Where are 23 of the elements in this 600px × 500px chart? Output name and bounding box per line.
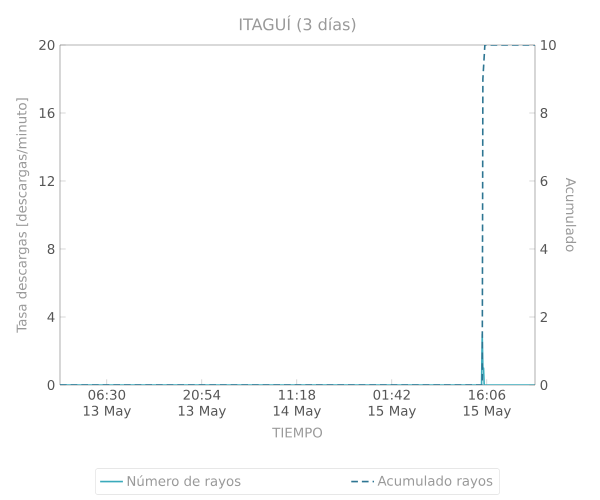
x-tick-label: 16:06 15 May	[464, 390, 511, 418]
legend-label: Acumulado rayos	[378, 475, 492, 488]
y-tick-label: 20	[39, 40, 54, 50]
x-axis-title: TIEMPO	[272, 428, 322, 438]
y-tick-label: 12	[40, 176, 54, 186]
x-tick-label: 06:30 13 May	[84, 390, 131, 418]
y-tick-label: 16	[40, 108, 54, 118]
y2-tick-label: 8	[540, 108, 548, 118]
y-axis-title: Tasa descargas [descargas/minuto]	[16, 98, 30, 333]
legend-label: Número de rayos	[128, 475, 240, 489]
y2-tick-label: 2	[540, 312, 547, 322]
x-tick-label: 20:54 13 May	[178, 390, 226, 418]
y2-axis-title: Acumulado	[566, 178, 576, 252]
y-tick-label: 8	[48, 244, 54, 254]
x-tick-label: 11:18 14 May	[274, 390, 321, 418]
y2-tick-label: 10	[541, 40, 556, 50]
y-tick-label: 0	[48, 380, 54, 390]
y2-tick-label: 0	[540, 380, 548, 390]
y2-tick-label: 6	[540, 176, 548, 186]
y2-tick-label: 4	[540, 244, 548, 254]
chart-title: ITAGUÍ (3 días)	[240, 15, 356, 32]
y-tick-label: 4	[47, 312, 55, 322]
x-tick-label: 01:42 15 May	[368, 390, 416, 418]
